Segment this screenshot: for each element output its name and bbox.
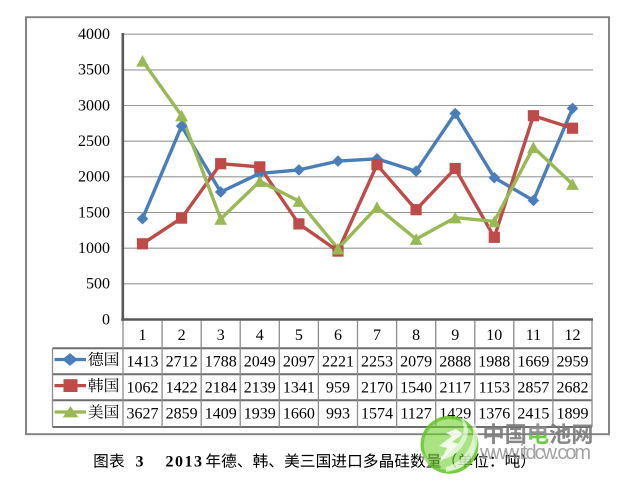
svg-text:12: 12 xyxy=(565,327,581,344)
svg-text:1899: 1899 xyxy=(557,406,589,423)
svg-text:1341: 1341 xyxy=(283,380,315,397)
svg-text:www.itdcw.com: www.itdcw.com xyxy=(479,442,591,464)
svg-text:1: 1 xyxy=(139,327,147,344)
svg-text:1540: 1540 xyxy=(400,380,432,397)
svg-text:2415: 2415 xyxy=(517,406,549,423)
svg-text:6: 6 xyxy=(334,327,342,344)
svg-text:2221: 2221 xyxy=(322,353,354,370)
svg-text:2712: 2712 xyxy=(166,353,198,370)
svg-text:959: 959 xyxy=(326,380,350,397)
svg-text:3500: 3500 xyxy=(78,62,110,79)
svg-text:1500: 1500 xyxy=(78,204,110,221)
svg-text:2117: 2117 xyxy=(439,380,470,397)
svg-text:7: 7 xyxy=(373,327,381,344)
svg-text:5: 5 xyxy=(295,327,303,344)
svg-text:2959: 2959 xyxy=(557,353,589,370)
svg-text:3: 3 xyxy=(136,454,144,471)
svg-text:2: 2 xyxy=(178,327,186,344)
svg-text:1127: 1127 xyxy=(400,406,431,423)
svg-text:1939: 1939 xyxy=(244,406,276,423)
svg-text:1409: 1409 xyxy=(205,406,237,423)
svg-text:10: 10 xyxy=(486,327,502,344)
svg-text:2049: 2049 xyxy=(244,353,276,370)
svg-text:2253: 2253 xyxy=(361,353,393,370)
svg-text:9: 9 xyxy=(451,327,459,344)
svg-text:8: 8 xyxy=(412,327,420,344)
svg-text:1062: 1062 xyxy=(127,380,159,397)
svg-text:1376: 1376 xyxy=(478,406,510,423)
svg-text:1669: 1669 xyxy=(517,353,549,370)
svg-text:2013: 2013 xyxy=(166,454,203,471)
svg-text:2079: 2079 xyxy=(400,353,432,370)
svg-text:2170: 2170 xyxy=(361,380,393,397)
svg-text:2888: 2888 xyxy=(439,353,471,370)
svg-text:1153: 1153 xyxy=(479,380,510,397)
svg-text:2139: 2139 xyxy=(244,380,276,397)
svg-text:1413: 1413 xyxy=(127,353,159,370)
svg-text:1574: 1574 xyxy=(361,406,393,423)
svg-text:1988: 1988 xyxy=(478,353,510,370)
svg-text:4: 4 xyxy=(256,327,264,344)
svg-text:4000: 4000 xyxy=(78,26,110,43)
svg-text:2184: 2184 xyxy=(205,380,237,397)
svg-text:3627: 3627 xyxy=(127,406,159,423)
svg-text:1422: 1422 xyxy=(166,380,198,397)
svg-text:2682: 2682 xyxy=(557,380,589,397)
svg-text:3: 3 xyxy=(217,327,225,344)
svg-text:1788: 1788 xyxy=(205,353,237,370)
svg-text:2859: 2859 xyxy=(166,406,198,423)
svg-text:1660: 1660 xyxy=(283,406,315,423)
svg-text:2000: 2000 xyxy=(78,169,110,186)
svg-text:2097: 2097 xyxy=(283,353,315,370)
svg-text:500: 500 xyxy=(86,276,110,293)
svg-text:1000: 1000 xyxy=(78,240,110,257)
svg-text:11: 11 xyxy=(526,327,541,344)
svg-text:2500: 2500 xyxy=(78,133,110,150)
svg-text:0: 0 xyxy=(102,311,110,328)
svg-text:2857: 2857 xyxy=(517,380,549,397)
svg-text:3000: 3000 xyxy=(78,97,110,114)
svg-text:993: 993 xyxy=(326,406,350,423)
